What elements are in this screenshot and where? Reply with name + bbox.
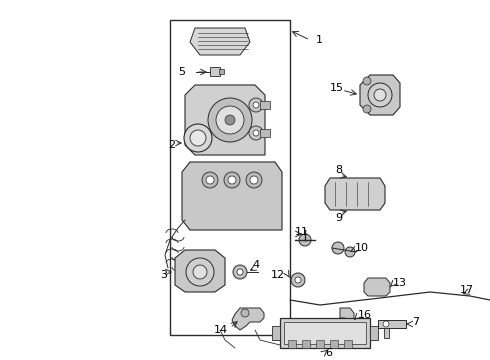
Bar bbox=[330, 340, 338, 348]
Circle shape bbox=[363, 77, 371, 85]
Bar bbox=[260, 129, 270, 137]
Bar bbox=[260, 101, 270, 109]
Bar bbox=[170, 20, 290, 335]
Text: 4: 4 bbox=[252, 260, 259, 270]
Polygon shape bbox=[185, 85, 265, 155]
Bar bbox=[370, 326, 378, 340]
Polygon shape bbox=[325, 178, 385, 210]
Bar bbox=[272, 326, 280, 340]
Circle shape bbox=[202, 172, 218, 188]
Circle shape bbox=[193, 265, 207, 279]
Circle shape bbox=[374, 89, 386, 101]
Circle shape bbox=[225, 115, 235, 125]
Bar bbox=[284, 322, 366, 344]
Circle shape bbox=[206, 176, 214, 184]
Bar bbox=[316, 340, 324, 348]
Circle shape bbox=[224, 172, 240, 188]
Circle shape bbox=[186, 258, 214, 286]
Polygon shape bbox=[182, 162, 282, 230]
Bar bbox=[219, 69, 224, 74]
Bar bbox=[210, 67, 220, 76]
Text: 13: 13 bbox=[393, 278, 407, 288]
Circle shape bbox=[368, 83, 392, 107]
Circle shape bbox=[295, 277, 301, 283]
Circle shape bbox=[246, 172, 262, 188]
Bar bbox=[288, 340, 296, 348]
Circle shape bbox=[237, 269, 243, 275]
Bar bbox=[384, 328, 389, 338]
Polygon shape bbox=[340, 308, 354, 330]
Circle shape bbox=[299, 234, 311, 246]
Circle shape bbox=[208, 98, 252, 142]
Bar bbox=[344, 340, 352, 348]
Polygon shape bbox=[175, 250, 225, 292]
Text: 9: 9 bbox=[335, 213, 342, 223]
Circle shape bbox=[190, 130, 206, 146]
Circle shape bbox=[253, 102, 259, 108]
Circle shape bbox=[241, 309, 249, 317]
Text: 16: 16 bbox=[358, 310, 372, 320]
Polygon shape bbox=[360, 75, 400, 115]
Circle shape bbox=[291, 273, 305, 287]
Circle shape bbox=[345, 247, 355, 257]
Text: 14: 14 bbox=[214, 325, 228, 335]
Circle shape bbox=[249, 98, 263, 112]
Circle shape bbox=[233, 265, 247, 279]
Circle shape bbox=[383, 321, 389, 327]
Circle shape bbox=[228, 176, 236, 184]
Text: 1: 1 bbox=[316, 35, 323, 45]
Circle shape bbox=[250, 176, 258, 184]
Circle shape bbox=[253, 130, 259, 136]
Bar bbox=[302, 340, 310, 348]
Circle shape bbox=[184, 124, 212, 152]
Text: 8: 8 bbox=[335, 165, 342, 175]
Text: 15: 15 bbox=[330, 83, 344, 93]
Text: 3: 3 bbox=[160, 270, 167, 280]
Circle shape bbox=[216, 106, 244, 134]
Text: 6: 6 bbox=[325, 348, 332, 358]
Bar bbox=[378, 320, 406, 328]
Text: 10: 10 bbox=[355, 243, 369, 253]
Text: 12: 12 bbox=[271, 270, 285, 280]
Circle shape bbox=[332, 242, 344, 254]
Polygon shape bbox=[232, 308, 264, 330]
Text: 11: 11 bbox=[295, 227, 309, 237]
Circle shape bbox=[363, 105, 371, 113]
Polygon shape bbox=[364, 278, 390, 296]
Text: 2: 2 bbox=[168, 140, 175, 150]
Polygon shape bbox=[190, 28, 250, 55]
Text: 17: 17 bbox=[460, 285, 474, 295]
Text: 7: 7 bbox=[412, 317, 419, 327]
Circle shape bbox=[249, 126, 263, 140]
Bar bbox=[280, 318, 370, 348]
Text: 5: 5 bbox=[178, 67, 185, 77]
